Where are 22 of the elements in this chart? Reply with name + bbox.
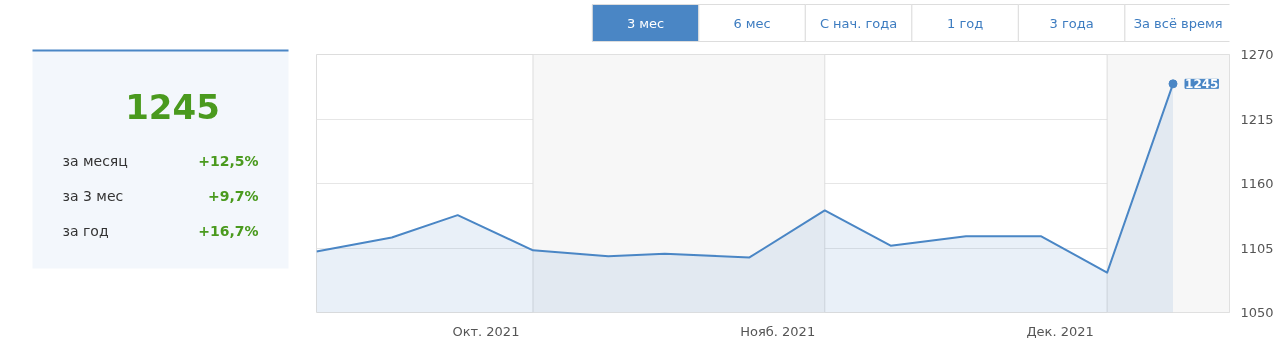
text: 1245 bbox=[125, 87, 220, 127]
text: С нач. года bbox=[819, 16, 898, 31]
text: +16,7% bbox=[198, 222, 259, 239]
text: за 3 мес bbox=[62, 187, 124, 204]
text: +9,7% bbox=[207, 187, 259, 204]
data-label: 1245 bbox=[1185, 77, 1219, 92]
y-tick-label: 1050 bbox=[1240, 305, 1274, 320]
text: 6 мес bbox=[733, 16, 771, 31]
text: за месяц bbox=[62, 152, 128, 169]
text: за год bbox=[62, 222, 109, 239]
x-tick-label: Окт. 2021 bbox=[452, 323, 520, 339]
y-tick-label: 1215 bbox=[1240, 111, 1274, 127]
text: За всё время bbox=[1133, 16, 1223, 31]
x-tick-label: Нояб. 2021 bbox=[740, 323, 816, 339]
y-tick-label: 1105 bbox=[1240, 240, 1274, 256]
x-tick-label: Дек. 2021 bbox=[1026, 323, 1094, 339]
y-tick-label: 1270 bbox=[1240, 47, 1274, 62]
text: 3 мес bbox=[626, 16, 665, 31]
text: +12,5% bbox=[198, 152, 259, 169]
y-tick-label: 1160 bbox=[1240, 176, 1274, 191]
text: 3 года bbox=[1049, 16, 1094, 31]
text: 1 год bbox=[947, 16, 984, 31]
